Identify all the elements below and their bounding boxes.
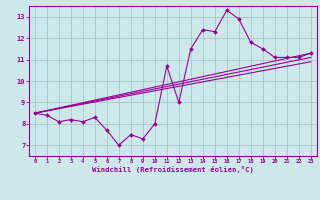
X-axis label: Windchill (Refroidissement éolien,°C): Windchill (Refroidissement éolien,°C) <box>92 166 254 173</box>
